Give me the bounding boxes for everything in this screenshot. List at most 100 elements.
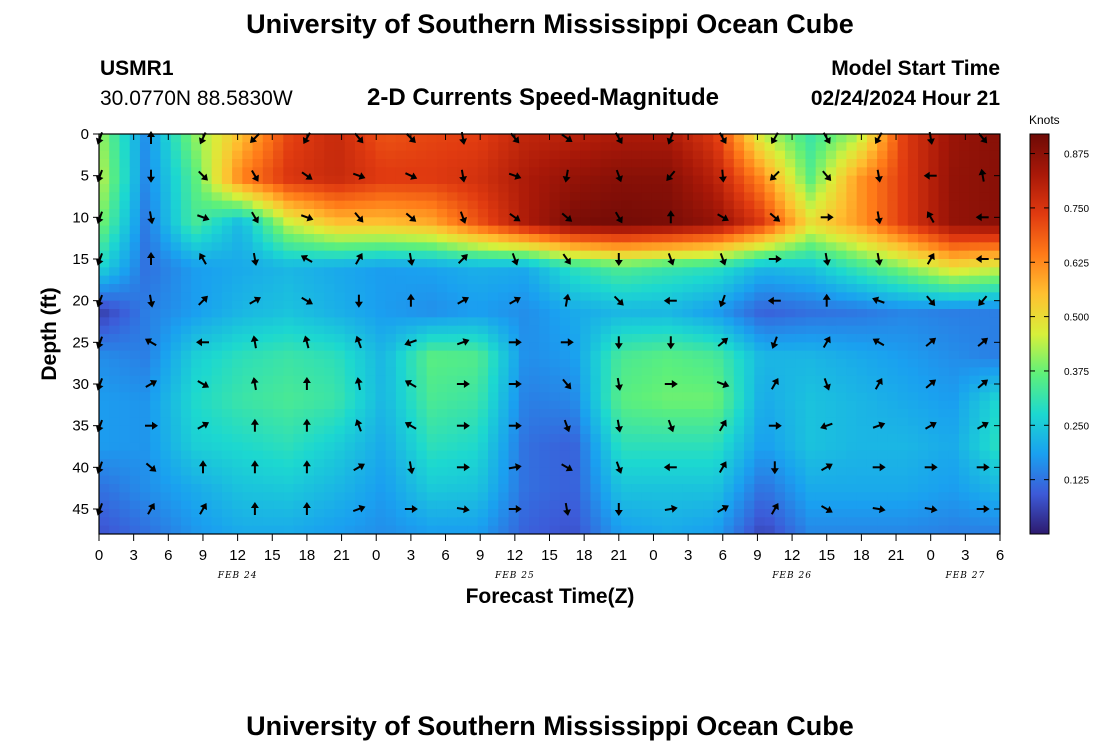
heatmap-cell <box>959 167 970 177</box>
heatmap-cell <box>754 367 766 377</box>
heatmap-cell <box>426 242 438 252</box>
heatmap-cell <box>795 442 807 452</box>
heatmap-cell <box>293 425 305 435</box>
heatmap-cell <box>252 334 264 343</box>
x-tick-label: 0 <box>95 547 103 564</box>
heatmap-cell <box>784 225 796 235</box>
heatmap-cell <box>508 350 520 360</box>
heatmap-cell <box>354 192 366 202</box>
current-arrow <box>456 421 470 430</box>
heatmap-cell <box>641 484 653 493</box>
current-arrow <box>925 421 937 430</box>
heatmap-cell <box>825 384 837 393</box>
current-arrow <box>978 295 988 307</box>
heatmap-cell <box>139 350 151 360</box>
heatmap-cell <box>385 217 397 227</box>
heatmap-cell <box>887 267 899 277</box>
heatmap-cell <box>569 300 581 310</box>
heatmap-cell <box>784 350 796 360</box>
heatmap-cell <box>569 167 581 177</box>
heatmap-cell <box>600 309 612 318</box>
heatmap-cell <box>877 342 888 352</box>
heatmap-cell <box>529 484 540 493</box>
heatmap-cell <box>621 275 633 285</box>
heatmap-cell <box>467 209 479 218</box>
heatmap-cell <box>897 384 909 393</box>
heatmap-cell <box>395 175 407 185</box>
heatmap-cell <box>621 159 633 168</box>
heatmap-cell <box>488 334 499 343</box>
heatmap-cell <box>866 267 878 277</box>
heatmap-cell <box>682 467 694 477</box>
heatmap-cell <box>846 209 858 218</box>
heatmap-cell <box>887 484 899 493</box>
heatmap-cell <box>846 250 858 260</box>
heatmap-cell <box>242 309 254 318</box>
heatmap-cell <box>836 309 848 318</box>
heatmap-cell <box>436 409 448 418</box>
heatmap-cell <box>897 467 909 477</box>
heatmap-cell <box>129 192 141 202</box>
heatmap-cell <box>221 325 233 335</box>
heatmap-cell <box>959 375 970 385</box>
heatmap-cell <box>303 400 315 410</box>
heatmap-cell <box>907 309 919 318</box>
heatmap-cell <box>959 500 970 510</box>
heatmap-cell <box>436 367 448 377</box>
heatmap-cell <box>314 225 325 235</box>
heatmap-cell <box>529 200 540 210</box>
heatmap-cell <box>242 134 254 143</box>
heatmap-cell <box>119 159 131 168</box>
heatmap-cell <box>314 259 325 268</box>
heatmap-cell <box>324 442 336 452</box>
heatmap-cell <box>805 517 817 527</box>
heatmap-cell <box>989 217 1000 227</box>
heatmap-cell <box>385 184 397 193</box>
heatmap-cell <box>252 325 264 335</box>
heatmap-cell <box>262 309 274 318</box>
heatmap-cell <box>416 459 428 468</box>
heatmap-cell <box>703 159 714 168</box>
heatmap-cell <box>559 192 571 202</box>
heatmap-cell <box>610 142 622 152</box>
heatmap-cell <box>477 217 489 227</box>
heatmap-cell <box>764 342 776 352</box>
current-arrow <box>302 502 311 515</box>
heatmap-cell <box>539 492 551 502</box>
heatmap-cell <box>969 325 981 335</box>
heatmap-cell <box>651 175 663 185</box>
heatmap-cell <box>334 350 346 360</box>
heatmap-cell <box>948 242 960 252</box>
heatmap-cell <box>764 517 776 527</box>
heatmap-cell <box>529 134 540 143</box>
heatmap-cell <box>979 175 991 185</box>
heatmap-cell <box>877 450 888 460</box>
heatmap-cell <box>436 192 448 202</box>
heatmap-cell <box>139 217 151 227</box>
heatmap-cell <box>928 275 940 285</box>
heatmap-cell <box>754 434 766 443</box>
heatmap-cell <box>221 300 233 310</box>
heatmap-cell <box>488 167 499 177</box>
heatmap-cell <box>160 142 172 152</box>
heatmap-cell <box>365 225 377 235</box>
heatmap-cell <box>856 509 868 518</box>
heatmap-cell <box>836 334 848 343</box>
heatmap-cell <box>774 500 786 510</box>
heatmap-cell <box>569 459 581 468</box>
heatmap-cell <box>406 209 417 218</box>
heatmap-cell <box>283 275 295 285</box>
heatmap-cell <box>426 425 438 435</box>
heatmap-cell <box>467 242 479 252</box>
heatmap-cell <box>856 400 868 410</box>
heatmap-cell <box>672 284 684 293</box>
heatmap-cell <box>621 350 633 360</box>
heatmap-cell <box>191 200 202 210</box>
heatmap-cell <box>846 334 858 343</box>
heatmap-cell <box>508 300 520 310</box>
heatmap-cell <box>692 292 704 302</box>
heatmap-cell <box>600 384 612 393</box>
heatmap-cell <box>119 167 131 177</box>
heatmap-cell <box>600 475 612 485</box>
heatmap-cell <box>180 142 192 152</box>
